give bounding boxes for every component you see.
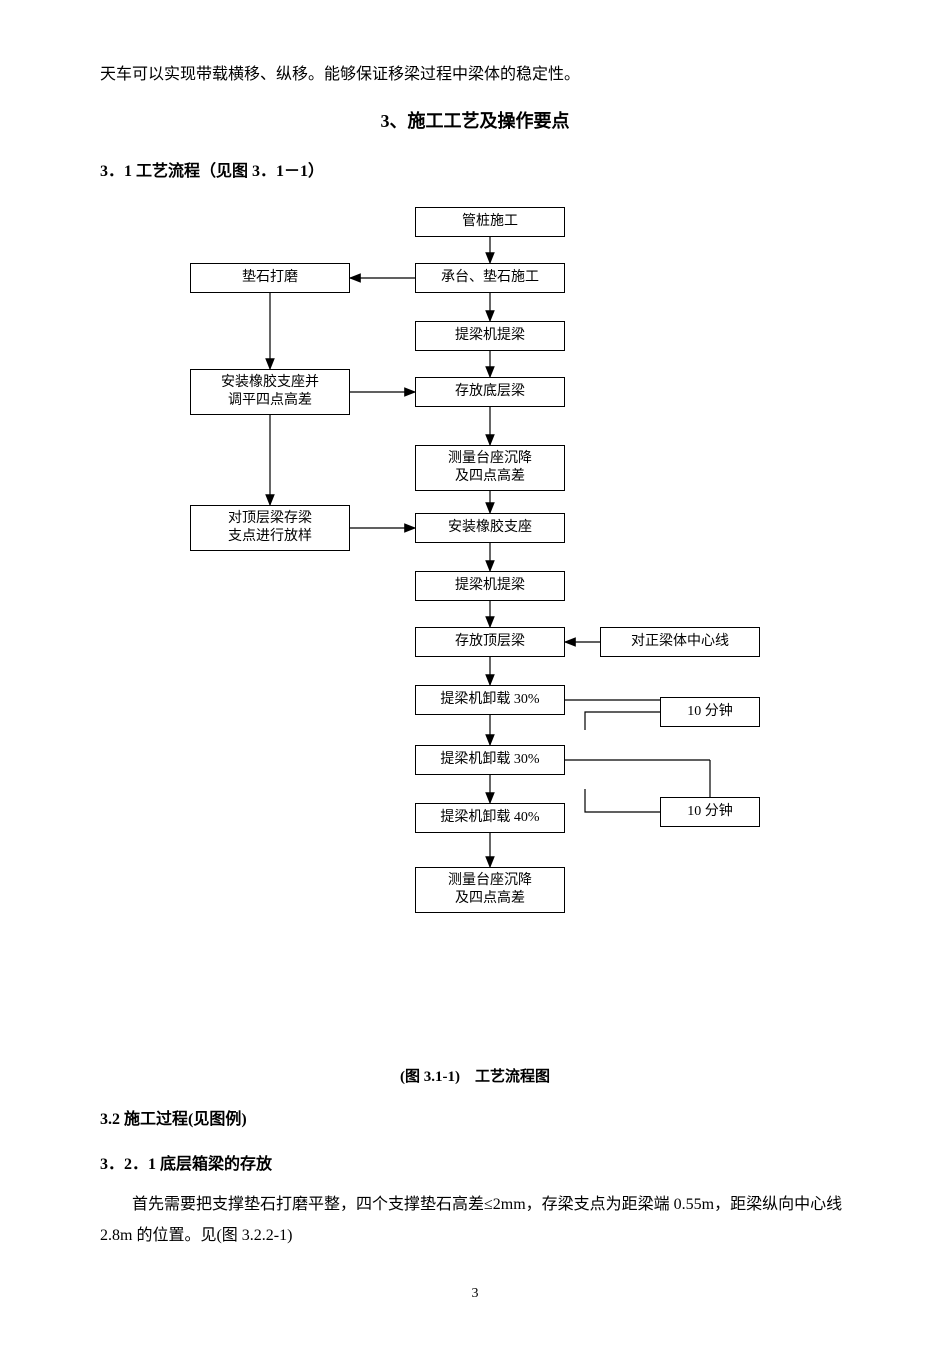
flow-node-wait-10a: 10 分钟 (660, 697, 760, 727)
flow-node-unload-30b: 提梁机卸载 30% (415, 745, 565, 775)
flow-node-mark-points: 对顶层梁存梁支点进行放样 (190, 505, 350, 551)
flow-node-pile: 管桩施工 (415, 207, 565, 237)
flow-node-unload-30a: 提梁机卸载 30% (415, 685, 565, 715)
intro-paragraph: 天车可以实现带载横移、纵移。能够保证移梁过程中梁体的稳定性。 (100, 60, 850, 90)
flow-node-wait-10b: 10 分钟 (660, 797, 760, 827)
section-title-3: 3、施工工艺及操作要点 (100, 104, 850, 138)
flow-node-unload-40: 提梁机卸载 40% (415, 803, 565, 833)
flowchart-3-1-1: 管桩施工承台、垫石施工垫石打磨提梁机提梁存放底层梁安装橡胶支座并调平四点高差测量… (100, 197, 850, 1047)
flow-node-align-center: 对正梁体中心线 (600, 627, 760, 657)
flow-node-stone-grind: 垫石打磨 (190, 263, 350, 293)
heading-3-1: 3．1 工艺流程（见图 3．1－1） (100, 157, 850, 187)
flow-node-install-bearing-1: 安装橡胶支座并调平四点高差 (190, 369, 350, 415)
flow-node-cap: 承台、垫石施工 (415, 263, 565, 293)
flow-node-install-bearing-2: 安装橡胶支座 (415, 513, 565, 543)
flow-node-store-top: 存放顶层梁 (415, 627, 565, 657)
flow-node-measure-2: 测量台座沉降及四点高差 (415, 867, 565, 913)
heading-3-2: 3.2 施工过程(见图例) (100, 1105, 850, 1135)
flow-node-lift-1: 提梁机提梁 (415, 321, 565, 351)
flow-node-store-bottom: 存放底层梁 (415, 377, 565, 407)
heading-3-2-1: 3．2．1 底层箱梁的存放 (100, 1150, 850, 1180)
page-number: 3 (100, 1281, 850, 1308)
figure-caption-3-1-1: (图 3.1-1) 工艺流程图 (100, 1063, 850, 1092)
flow-node-lift-2: 提梁机提梁 (415, 571, 565, 601)
paragraph-3-2-1: 首先需要把支撑垫石打磨平整，四个支撑垫石高差≤2mm，存梁支点为距梁端 0.55… (100, 1190, 850, 1251)
flow-node-measure-1: 测量台座沉降及四点高差 (415, 445, 565, 491)
